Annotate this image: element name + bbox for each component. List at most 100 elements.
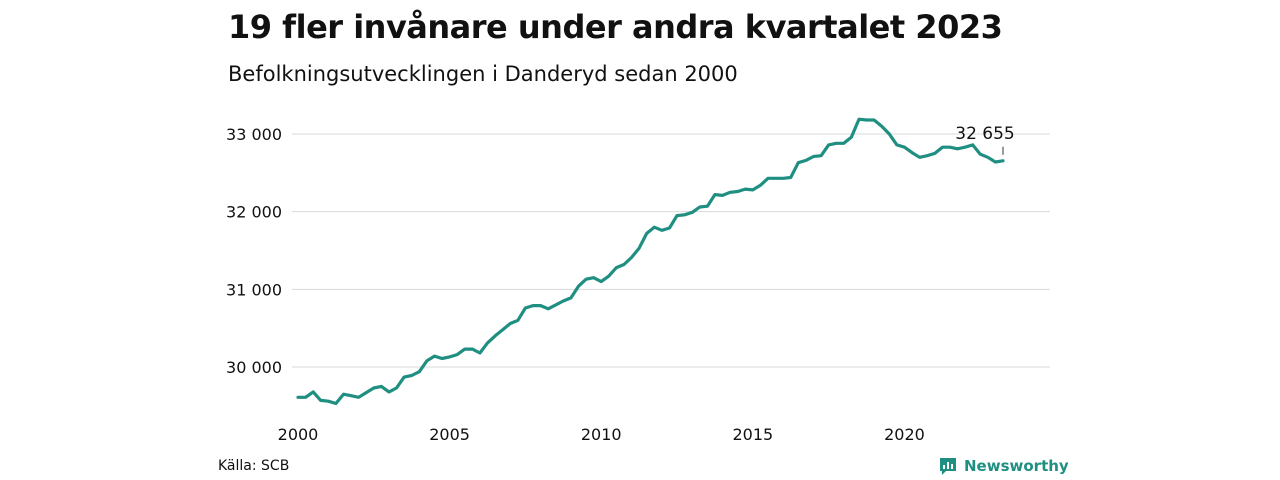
data-point	[607, 275, 610, 278]
data-point	[569, 296, 572, 299]
data-point	[585, 278, 588, 281]
data-point	[698, 206, 701, 208]
data-point	[441, 357, 443, 360]
data-point	[425, 359, 428, 362]
data-point	[918, 156, 921, 159]
data-point	[403, 376, 406, 379]
data-point	[630, 256, 633, 259]
data-point	[835, 142, 838, 145]
y-tick-label: 33 000	[226, 125, 282, 144]
gridlines	[292, 133, 1050, 368]
data-point	[774, 177, 777, 180]
data-point	[516, 319, 519, 322]
data-point	[638, 247, 641, 250]
y-tick-label: 30 000	[226, 358, 282, 377]
data-point	[388, 390, 390, 393]
brand-name: Newsworthy	[964, 457, 1069, 475]
data-point	[676, 214, 678, 217]
data-point	[880, 125, 883, 128]
data-point	[797, 161, 800, 164]
data-point	[820, 154, 823, 157]
y-tick-label: 31 000	[226, 280, 282, 299]
x-tick-label: 2020	[884, 425, 925, 444]
data-point	[683, 213, 686, 216]
data-point	[979, 153, 982, 156]
source-label: Källa: SCB	[218, 458, 290, 474]
data-point	[827, 143, 830, 146]
data-point	[873, 119, 876, 121]
x-axis-tick-labels: 2000 2005 2010 2015 2020	[278, 425, 925, 444]
x-tick-label: 2005	[429, 425, 470, 444]
data-point	[668, 227, 671, 229]
data-point	[1002, 159, 1004, 162]
data-point	[645, 232, 648, 235]
data-point	[456, 353, 459, 356]
data-point	[691, 211, 694, 214]
data-point	[592, 276, 595, 279]
data-point	[812, 155, 815, 158]
data-point	[554, 303, 557, 306]
data-point	[751, 188, 754, 191]
data-point	[941, 146, 944, 149]
data-point	[478, 352, 481, 354]
x-tick-label: 2015	[732, 425, 773, 444]
data-point	[448, 355, 451, 358]
data-point	[501, 328, 504, 331]
x-tick-label: 2000	[278, 425, 319, 444]
data-point	[350, 394, 353, 397]
data-point	[509, 322, 512, 325]
data-point	[933, 152, 936, 155]
data-point	[494, 334, 497, 337]
data-point	[804, 159, 807, 162]
data-point	[471, 348, 474, 351]
data-point	[327, 400, 330, 403]
data-point	[850, 136, 853, 139]
data-point	[304, 396, 307, 399]
data-point	[782, 177, 785, 180]
data-point	[729, 191, 732, 194]
data-point	[623, 263, 625, 266]
data-point	[486, 341, 489, 344]
chart-subtitle: Befolkningsutvecklingen i Danderyd sedan…	[228, 62, 738, 86]
data-point	[433, 355, 436, 358]
data-point	[319, 399, 322, 402]
data-point	[334, 402, 337, 405]
data-point	[532, 304, 534, 307]
data-point	[297, 396, 299, 399]
data-point	[964, 146, 967, 149]
data-points	[297, 118, 1004, 405]
y-tick-label: 32 000	[226, 203, 282, 222]
data-point	[842, 142, 845, 145]
data-point	[372, 387, 375, 389]
data-point	[971, 143, 974, 146]
data-point	[547, 307, 550, 310]
data-point	[395, 387, 398, 389]
data-point	[759, 184, 762, 187]
data-point	[524, 307, 527, 309]
series-line-population	[296, 117, 1005, 406]
brand-logo: Newsworthy	[938, 456, 1069, 476]
data-point	[577, 285, 580, 288]
data-point	[410, 374, 413, 377]
data-point	[789, 176, 792, 179]
data-point	[858, 118, 860, 121]
data-point	[721, 194, 724, 197]
data-point	[365, 391, 368, 394]
annotation-last-value: 32 655	[955, 124, 1014, 144]
chart-title: 19 fler invånare under andra kvartalet 2…	[228, 8, 1003, 46]
data-point	[926, 154, 929, 157]
newsworthy-logo-icon	[940, 458, 956, 475]
data-point	[895, 143, 898, 146]
data-point	[615, 266, 618, 269]
data-point	[418, 370, 421, 373]
data-point	[380, 385, 383, 388]
data-point	[994, 161, 997, 163]
data-point	[312, 390, 315, 393]
data-point	[539, 304, 542, 307]
data-point	[713, 193, 716, 196]
data-point	[744, 188, 747, 191]
data-point	[600, 280, 603, 283]
data-point	[888, 133, 891, 135]
data-point	[767, 177, 769, 180]
